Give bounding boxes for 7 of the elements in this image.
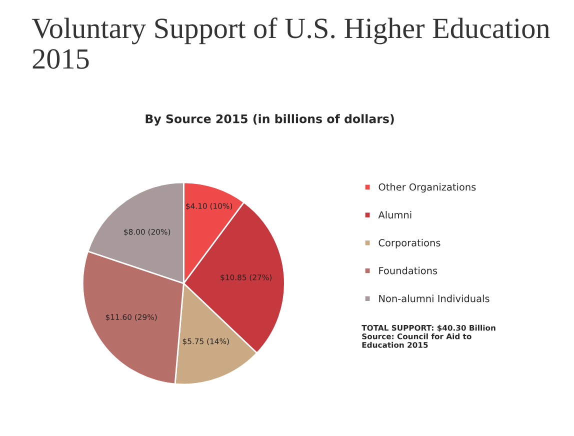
chart-title: Voluntary Support of U.S. Higher Education 2015	[32, 17, 550, 69]
legend-label: Foundations	[379, 266, 438, 274]
legend-label: Non-alumni Individuals	[379, 294, 490, 302]
legend-label: Corporations	[378, 238, 440, 248]
legend-label: Alumni	[378, 211, 412, 219]
chart-subtitle: By Source 2015 (in billions of dollars)	[146, 114, 394, 126]
legend-label: Other Organizations	[378, 183, 476, 193]
